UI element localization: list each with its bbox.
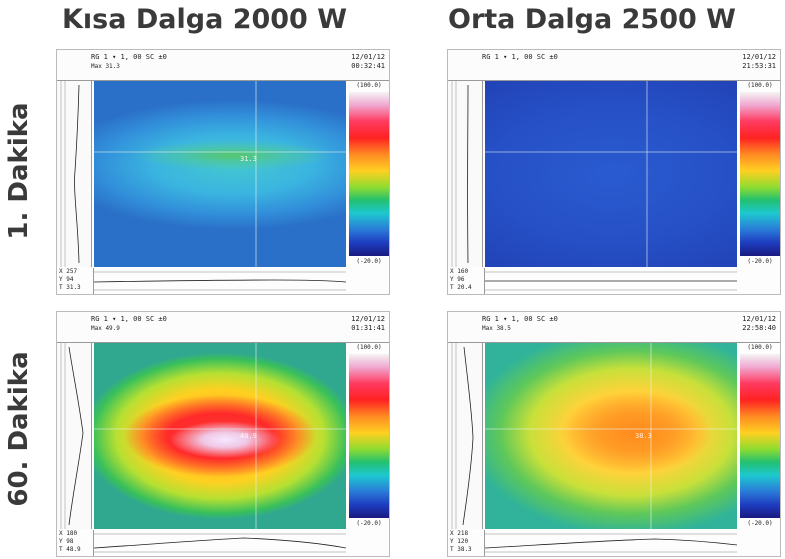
scale-max-label: (100.0): [356, 82, 382, 89]
temperature-scale: (100.0) (-20.0): [349, 343, 389, 529]
temperature-scale: (100.0) (-20.0): [740, 343, 780, 529]
thermal-image: 38.3: [485, 343, 737, 529]
scale-color-bar: [740, 354, 780, 518]
thermal-image: [485, 81, 737, 267]
scale-max-label: (100.0): [747, 82, 773, 89]
scale-max-label: (100.0): [356, 344, 382, 351]
header-settings: RG 1 ▾ 1, 00 SC ±0 Max 49.9: [91, 315, 167, 332]
readout-x: X 257: [59, 268, 78, 275]
thermal-image: 31.3: [94, 81, 346, 267]
horizontal-profile: [94, 268, 346, 294]
panel-header: RG 1 ▾ 1, 00 SC ±0 12/01/12 21:53:31: [448, 50, 780, 81]
header-settings-line2: Max 49.9: [91, 325, 120, 332]
thermal-panel-1: RG 1 ▾ 1, 00 SC ±0 Max 31.3 12/01/12 00:…: [56, 49, 390, 295]
column-title-medium-wave: Orta Dalga 2500 W: [448, 4, 736, 35]
header-settings: RG 1 ▾ 1, 00 SC ±0 Max 38.5: [482, 315, 558, 332]
cursor-readout: X 218 Y 120 T 38.3: [448, 530, 485, 556]
header-time: 01:31:41: [351, 324, 385, 332]
header-datetime: 12/01/12 00:32:41: [351, 53, 385, 71]
header-time: 21:53:31: [742, 62, 776, 70]
readout-x: X 218: [450, 530, 469, 537]
panel-header: RG 1 ▾ 1, 00 SC ±0 Max 49.9 12/01/12 01:…: [57, 312, 389, 343]
header-datetime: 12/01/12 22:58:40: [742, 315, 776, 333]
scale-color-bar: [349, 92, 389, 256]
scale-color-bar: [740, 92, 780, 256]
readout-x: X 180: [59, 530, 78, 537]
header-datetime: 12/01/12 21:53:31: [742, 53, 776, 71]
cursor-temperature-label: 31.3: [240, 155, 257, 163]
scale-max-label: (100.0): [747, 344, 773, 351]
readout-t: T 31.3: [59, 284, 81, 291]
scale-min-label: (-20.0): [747, 258, 773, 265]
horizontal-profile: [485, 530, 737, 556]
horizontal-profile: [485, 268, 737, 294]
header-time: 00:32:41: [351, 62, 385, 70]
readout-t: T 38.3: [450, 546, 472, 553]
panel-header: RG 1 ▾ 1, 00 SC ±0 Max 31.3 12/01/12 00:…: [57, 50, 389, 81]
vertical-profile: [448, 343, 483, 529]
header-settings-line1: RG 1 ▾ 1, 00 SC ±0: [482, 315, 558, 323]
readout-x: X 160: [450, 268, 469, 275]
cursor-readout: X 257 Y 94 T 31.3: [57, 268, 94, 294]
scale-min-label: (-20.0): [747, 520, 773, 527]
header-time: 22:58:40: [742, 324, 776, 332]
readout-y: Y 98: [59, 538, 74, 545]
header-date: 12/01/12: [351, 53, 385, 61]
vertical-profile: [57, 343, 92, 529]
cursor-temperature-label: 38.3: [635, 432, 652, 440]
cursor-readout: X 160 Y 96 T 20.4: [448, 268, 485, 294]
scale-min-label: (-20.0): [356, 520, 382, 527]
readout-y: Y 120: [450, 538, 469, 545]
vertical-profile: [57, 81, 92, 267]
cursor-readout: X 180 Y 98 T 48.9: [57, 530, 94, 556]
scale-color-bar: [349, 354, 389, 518]
header-settings: RG 1 ▾ 1, 00 SC ±0: [482, 53, 558, 63]
thermal-panel-4: RG 1 ▾ 1, 00 SC ±0 Max 38.5 12/01/12 22:…: [447, 311, 781, 557]
header-settings-line2: Max 38.5: [482, 325, 511, 332]
header-settings: RG 1 ▾ 1, 00 SC ±0 Max 31.3: [91, 53, 167, 70]
scale-min-label: (-20.0): [356, 258, 382, 265]
header-settings-line1: RG 1 ▾ 1, 00 SC ±0: [482, 53, 558, 61]
cursor-temperature-label: 48.9: [240, 432, 257, 440]
readout-t: T 20.4: [450, 284, 472, 291]
header-date: 12/01/12: [742, 315, 776, 323]
horizontal-profile: [94, 530, 346, 556]
readout-y: Y 96: [450, 276, 465, 283]
header-settings-line1: RG 1 ▾ 1, 00 SC ±0: [91, 53, 167, 61]
vertical-profile: [448, 81, 483, 267]
temperature-scale: (100.0) (-20.0): [740, 81, 780, 267]
row-title-minute-60: 60. Dakika: [4, 351, 34, 507]
header-datetime: 12/01/12 01:31:41: [351, 315, 385, 333]
header-settings-line2: Max 31.3: [91, 63, 120, 70]
thermal-panel-3: RG 1 ▾ 1, 00 SC ±0 Max 49.9 12/01/12 01:…: [56, 311, 390, 557]
thermal-panel-2: RG 1 ▾ 1, 00 SC ±0 12/01/12 21:53:31 (10…: [447, 49, 781, 295]
header-settings-line1: RG 1 ▾ 1, 00 SC ±0: [91, 315, 167, 323]
header-date: 12/01/12: [742, 53, 776, 61]
panel-header: RG 1 ▾ 1, 00 SC ±0 Max 38.5 12/01/12 22:…: [448, 312, 780, 343]
header-date: 12/01/12: [351, 315, 385, 323]
thermal-image: 48.9: [94, 343, 346, 529]
readout-y: Y 94: [59, 276, 74, 283]
temperature-scale: (100.0) (-20.0): [349, 81, 389, 267]
readout-t: T 48.9: [59, 546, 81, 553]
row-title-minute-1: 1. Dakika: [4, 102, 34, 240]
column-title-short-wave: Kısa Dalga 2000 W: [62, 4, 348, 35]
